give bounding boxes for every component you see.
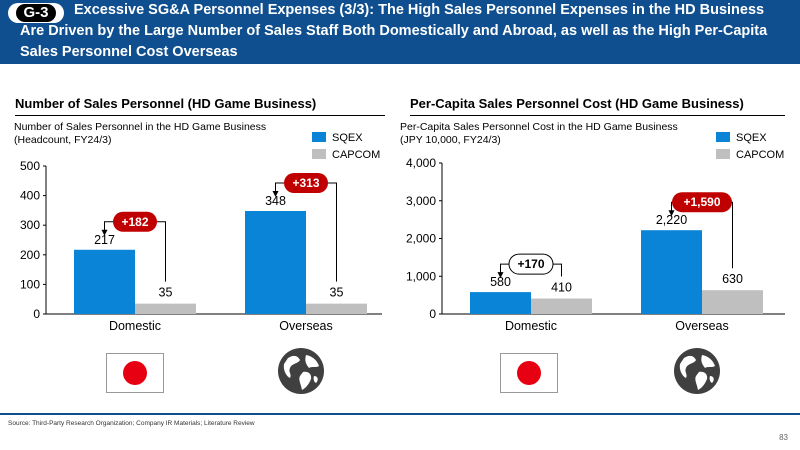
data-label-capcom: 35 bbox=[159, 286, 173, 300]
y-tick-label: 500 bbox=[20, 159, 40, 173]
bar-capcom bbox=[135, 303, 196, 314]
legend-label-capcom: CAPCOM bbox=[736, 149, 784, 161]
slide-title-wrap: Excessive SG&A Personnel Expenses (3/3):… bbox=[20, 0, 790, 63]
category-label: Overseas bbox=[675, 319, 729, 333]
y-tick-label: 2,000 bbox=[406, 232, 436, 246]
data-label-sqex: 217 bbox=[94, 233, 115, 247]
difference-label: +313 bbox=[292, 176, 319, 190]
bar-capcom bbox=[531, 298, 592, 314]
difference-badge bbox=[672, 192, 732, 213]
legend-swatch-sqex bbox=[716, 132, 730, 142]
chart-subtitle: (Headcount, FY24/3) bbox=[14, 134, 111, 146]
bar-sqex bbox=[470, 292, 531, 314]
legend-swatch-sqex bbox=[312, 132, 326, 142]
japan-flag-icon bbox=[106, 353, 164, 393]
source-note: Source: Third-Party Research Organizatio… bbox=[8, 420, 255, 427]
slide-title: Excessive SG&A Personnel Expenses (3/3):… bbox=[20, 2, 768, 60]
chart-subtitle: Number of Sales Personnel in the HD Game… bbox=[14, 121, 266, 133]
data-label-sqex: 348 bbox=[265, 194, 286, 208]
category-label: Overseas bbox=[279, 319, 333, 333]
difference-arrowhead bbox=[668, 210, 675, 217]
difference-label: +170 bbox=[517, 257, 544, 271]
y-tick-label: 3,000 bbox=[406, 194, 436, 208]
bar-capcom bbox=[306, 303, 367, 314]
legend-swatch-capcom bbox=[716, 149, 730, 159]
flag-sun bbox=[517, 361, 541, 385]
slide-badge: G-3 bbox=[8, 3, 64, 23]
bar-sqex bbox=[641, 230, 702, 314]
difference-badge bbox=[508, 253, 554, 275]
legend-label-capcom: CAPCOM bbox=[332, 149, 380, 161]
y-tick-label: 4,000 bbox=[406, 156, 436, 170]
header-banner: G-3 Excessive SG&A Personnel Expenses (3… bbox=[0, 0, 800, 64]
left-section-title: Number of Sales Personnel (HD Game Busin… bbox=[15, 96, 385, 116]
y-tick-label: 0 bbox=[33, 307, 40, 321]
bar-sqex bbox=[245, 210, 306, 314]
data-label-capcom: 410 bbox=[551, 281, 572, 295]
chart-subtitle: (JPY 10,000, FY24/3) bbox=[400, 134, 501, 146]
y-tick-label: 100 bbox=[20, 277, 40, 291]
legend-swatch-capcom bbox=[312, 149, 326, 159]
difference-arrowhead bbox=[101, 229, 108, 236]
globe-icon bbox=[278, 348, 324, 394]
category-label: Domestic bbox=[109, 319, 161, 333]
difference-arrowhead bbox=[497, 272, 504, 279]
flag-sun bbox=[123, 361, 147, 385]
category-label: Domestic bbox=[505, 319, 557, 333]
data-label-sqex: 2,220 bbox=[656, 213, 687, 227]
y-tick-label: 200 bbox=[20, 248, 40, 262]
difference-label: +182 bbox=[121, 215, 148, 229]
data-label-capcom: 630 bbox=[722, 272, 743, 286]
headcount-chart: Number of Sales Personnel in the HD Game… bbox=[14, 121, 382, 333]
bar-sqex bbox=[74, 249, 135, 314]
page-number: 83 bbox=[779, 433, 788, 442]
right-section-title: Per-Capita Sales Personnel Cost (HD Game… bbox=[410, 96, 785, 116]
data-label-sqex: 580 bbox=[490, 275, 511, 289]
per-capita-cost-chart: Per-Capita Sales Personnel Cost in the H… bbox=[400, 121, 785, 333]
difference-badge bbox=[113, 211, 157, 232]
badge-label: G-3 bbox=[16, 4, 56, 22]
legend-label-sqex: SQEX bbox=[332, 132, 363, 144]
legend-label-sqex: SQEX bbox=[736, 132, 767, 144]
difference-arrowhead bbox=[272, 190, 279, 197]
difference-label: +1,590 bbox=[683, 195, 720, 209]
y-tick-label: 0 bbox=[429, 307, 436, 321]
footer-divider bbox=[0, 413, 800, 415]
y-tick-label: 300 bbox=[20, 218, 40, 232]
japan-flag-icon bbox=[500, 353, 558, 393]
bar-capcom bbox=[702, 290, 763, 314]
y-tick-label: 400 bbox=[20, 189, 40, 203]
data-label-capcom: 35 bbox=[330, 286, 344, 300]
y-tick-label: 1,000 bbox=[406, 269, 436, 283]
chart-subtitle: Per-Capita Sales Personnel Cost in the H… bbox=[400, 121, 678, 133]
difference-badge bbox=[284, 172, 328, 193]
globe-icon bbox=[674, 348, 720, 394]
